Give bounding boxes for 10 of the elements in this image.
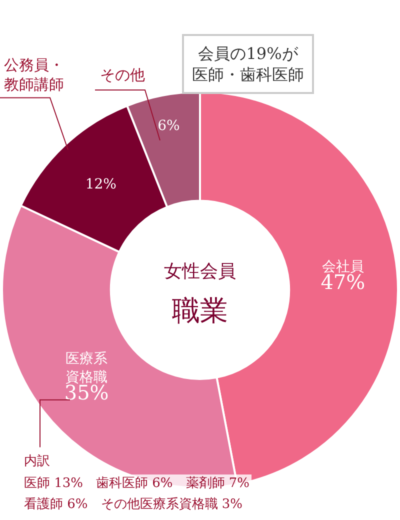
text: 女性会員 <box>164 261 236 282</box>
slice-label: 公務員・教師講師 <box>4 56 64 94</box>
text: 職業 <box>172 294 228 327</box>
text: 医師 13% 歯科医師 6% 薬剤師 7% <box>24 476 250 491</box>
data-label: 6% <box>158 118 180 134</box>
text: 内訳 <box>24 454 50 469</box>
data-label: 12% <box>85 176 116 192</box>
slice-label: その他 <box>100 66 145 84</box>
text: 看護師 6% その他医療系資格職 3% <box>24 497 243 512</box>
text: 会員の19%が医師・歯科医師 <box>192 44 304 84</box>
